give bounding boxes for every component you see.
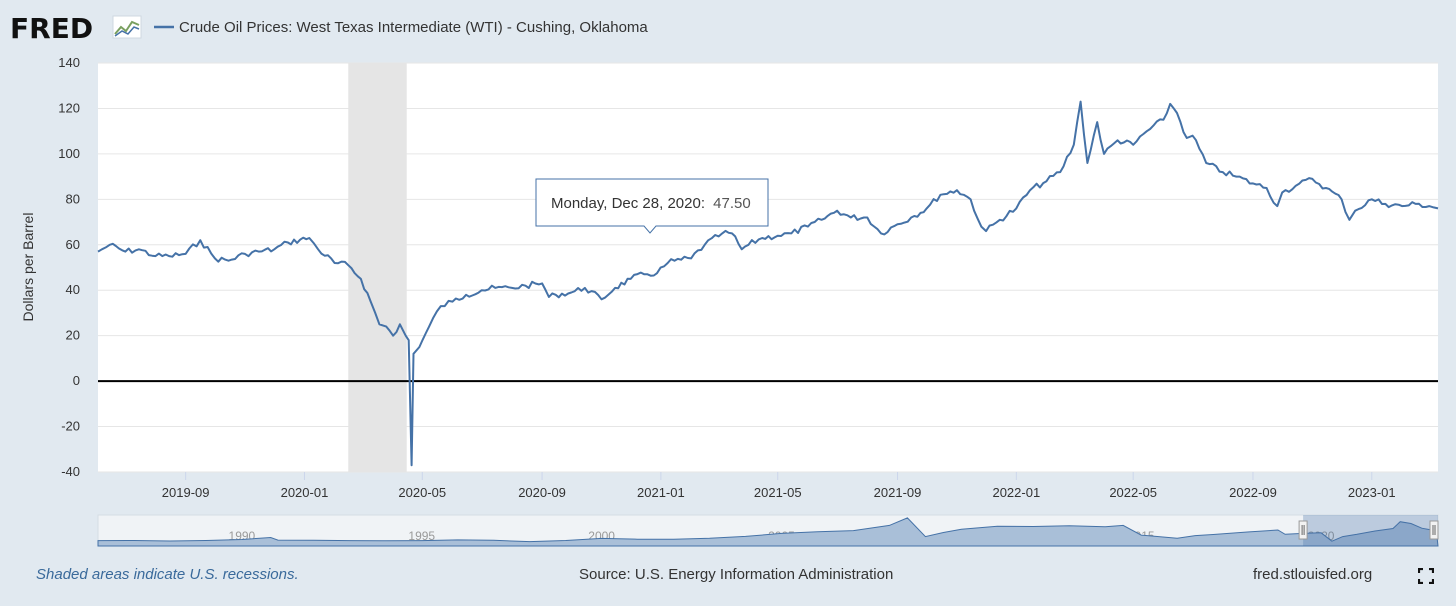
x-axis-ticks: 2019-09 2020-01 2020-05 2020-09 2021-01 2021-…	[162, 472, 1396, 500]
x-tick-label: 2022-05	[1109, 485, 1157, 500]
recession-note: Shaded areas indicate U.S. recessions.	[36, 566, 299, 583]
tooltip-value: 47.50	[713, 195, 751, 212]
series-line-wti[interactable]	[97, 100, 1439, 467]
gridlines	[98, 62, 1438, 473]
tooltip-date: Monday, Dec 28, 2020:	[551, 195, 705, 212]
svg-text:Monday, Dec 28, 2020: 47: Monday, Dec 28, 2020: 47.50	[551, 195, 751, 212]
plot-background	[98, 63, 1438, 472]
x-tick-label: 2020-09	[518, 485, 566, 500]
y-tick-label: 140	[58, 55, 80, 70]
fullscreen-icon[interactable]	[1418, 568, 1434, 584]
y-tick-label: -40	[61, 464, 80, 479]
fred-logo-text: FRED	[10, 12, 93, 45]
x-tick-label: 2023-01	[1348, 485, 1396, 500]
tooltip-box	[535, 178, 769, 234]
x-tick-label: 2022-09	[1229, 485, 1277, 500]
fred-logo-graph-icon	[112, 15, 142, 39]
x-tick-label: 2021-09	[874, 485, 922, 500]
x-tick-label: 2020-01	[281, 485, 329, 500]
navigator-year-label: 1995	[408, 529, 435, 543]
fred-logo[interactable]: FRED	[10, 12, 142, 45]
navigator-selection[interactable]	[1303, 515, 1438, 546]
y-tick-label: 40	[66, 282, 80, 297]
y-tick-label: 120	[58, 100, 80, 115]
y-tick-label: 60	[66, 237, 80, 252]
navigator-handle-right[interactable]	[1429, 520, 1439, 540]
x-tick-label: 2022-01	[992, 485, 1040, 500]
x-tick-label: 2021-01	[637, 485, 685, 500]
range-navigator[interactable]: 1990199520002005201020152020	[97, 514, 1439, 547]
y-axis-ticks: -40 -20 0 20 40 60 80 100 120 140	[58, 55, 80, 479]
x-tick-label: 2019-09	[162, 485, 210, 500]
recession-shading	[348, 63, 407, 472]
navigator-handle-left[interactable]	[1298, 520, 1308, 540]
y-tick-label: -20	[61, 419, 80, 434]
y-tick-label: 100	[58, 146, 80, 161]
y-tick-label: 0	[73, 373, 80, 388]
y-tick-label: 20	[66, 328, 80, 343]
tooltip: Monday, Dec 28, 2020: 47.50	[535, 178, 769, 234]
fred-url-link[interactable]: fred.stlouisfed.org	[1253, 566, 1373, 583]
x-tick-label: 2021-05	[754, 485, 802, 500]
recession-band	[348, 63, 407, 472]
y-axis-label: Dollars per Barrel	[20, 213, 36, 322]
y-tick-label: 80	[66, 191, 80, 206]
x-tick-label: 2020-05	[398, 485, 446, 500]
navigator-area	[97, 517, 1439, 547]
source-text: Source: U.S. Energy Information Administ…	[579, 566, 894, 583]
series-title: Crude Oil Prices: West Texas Intermediat…	[179, 19, 648, 36]
